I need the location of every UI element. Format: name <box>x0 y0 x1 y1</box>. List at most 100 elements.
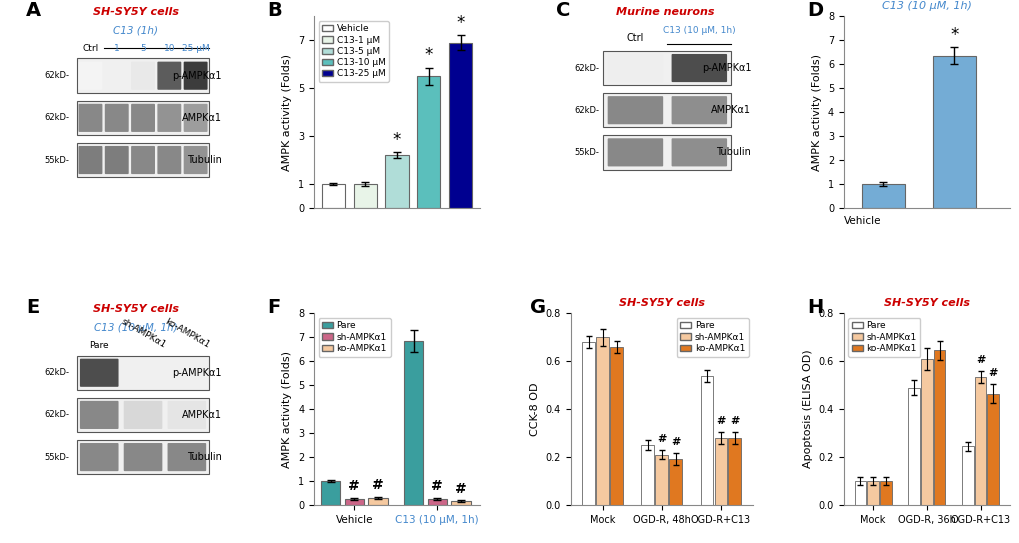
Bar <box>368 498 387 505</box>
Bar <box>866 481 878 505</box>
Text: Tubulin: Tubulin <box>186 155 221 165</box>
Text: 1: 1 <box>114 43 119 53</box>
FancyBboxPatch shape <box>78 62 102 90</box>
FancyBboxPatch shape <box>671 96 727 124</box>
FancyBboxPatch shape <box>131 146 155 174</box>
Text: #: # <box>372 478 383 492</box>
Bar <box>974 377 985 505</box>
Text: SH-SY5Y cells: SH-SY5Y cells <box>93 7 178 17</box>
Text: 55kD-: 55kD- <box>45 155 69 165</box>
Legend: Vehicle, C13-1 μM, C13-5 μM, C13-10 μM, C13-25 μM: Vehicle, C13-1 μM, C13-5 μM, C13-10 μM, … <box>318 21 388 82</box>
Text: G: G <box>530 298 546 317</box>
Y-axis label: Apoptosis (ELISA OD): Apoptosis (ELISA OD) <box>802 350 812 469</box>
FancyBboxPatch shape <box>77 100 209 135</box>
FancyBboxPatch shape <box>167 401 206 429</box>
FancyBboxPatch shape <box>183 104 208 132</box>
Bar <box>879 481 891 505</box>
Text: H: H <box>806 298 822 317</box>
Bar <box>417 76 440 208</box>
Text: ko-AMPKα1: ko-AMPKα1 <box>163 317 211 350</box>
FancyBboxPatch shape <box>603 51 731 85</box>
Text: #: # <box>975 355 984 365</box>
Text: sh-AMPKα1: sh-AMPKα1 <box>119 317 167 350</box>
Bar <box>961 446 973 505</box>
Text: Ctrl: Ctrl <box>626 33 643 43</box>
Text: 55kD-: 55kD- <box>574 148 598 157</box>
Text: 62kD-: 62kD- <box>574 106 599 115</box>
Legend: Pare, sh-AMPKα1, ko-AMPKα1: Pare, sh-AMPKα1, ko-AMPKα1 <box>676 318 748 357</box>
FancyBboxPatch shape <box>123 359 162 387</box>
Bar <box>907 388 919 505</box>
FancyBboxPatch shape <box>77 440 209 475</box>
Text: #: # <box>987 368 997 378</box>
Text: SH-SY5Y cells: SH-SY5Y cells <box>93 304 178 314</box>
Bar <box>385 155 408 208</box>
Y-axis label: AMPK activity (Folds): AMPK activity (Folds) <box>282 54 292 171</box>
Text: *: * <box>950 26 958 44</box>
Bar <box>596 337 608 505</box>
FancyBboxPatch shape <box>167 443 206 471</box>
Bar <box>986 394 998 505</box>
FancyBboxPatch shape <box>671 54 727 82</box>
FancyBboxPatch shape <box>157 62 181 90</box>
Text: 25 μM: 25 μM <box>181 43 209 53</box>
Y-axis label: CCK-8 OD: CCK-8 OD <box>530 382 539 436</box>
Text: Vehicle: Vehicle <box>843 216 880 225</box>
Bar <box>668 459 682 505</box>
Text: C13 (10 μM, 1h): C13 (10 μM, 1h) <box>94 323 177 333</box>
FancyBboxPatch shape <box>157 104 181 132</box>
Text: B: B <box>267 1 282 20</box>
Text: 62kD-: 62kD- <box>45 368 69 377</box>
Text: #: # <box>715 416 725 426</box>
FancyBboxPatch shape <box>607 54 662 82</box>
Text: #: # <box>671 438 680 447</box>
FancyBboxPatch shape <box>77 59 209 93</box>
FancyBboxPatch shape <box>79 401 118 429</box>
Bar <box>321 481 340 505</box>
Y-axis label: AMPK activity (Folds): AMPK activity (Folds) <box>811 54 821 171</box>
Text: A: A <box>26 1 42 20</box>
Text: #: # <box>656 434 666 444</box>
FancyBboxPatch shape <box>78 146 102 174</box>
Bar <box>609 347 623 505</box>
FancyBboxPatch shape <box>123 443 162 471</box>
Text: #: # <box>454 482 467 496</box>
Text: #: # <box>730 416 739 426</box>
FancyBboxPatch shape <box>77 143 209 177</box>
Text: *: * <box>457 14 465 32</box>
Text: Ctrl: Ctrl <box>83 43 99 53</box>
Bar <box>920 359 931 505</box>
Text: F: F <box>267 298 280 317</box>
FancyBboxPatch shape <box>77 397 209 432</box>
Text: Murine neurons: Murine neurons <box>615 7 714 17</box>
Text: *: * <box>392 131 400 149</box>
Text: C13 (10 μM, 1h): C13 (10 μM, 1h) <box>662 27 735 35</box>
Text: 62kD-: 62kD- <box>45 113 69 122</box>
FancyBboxPatch shape <box>167 359 206 387</box>
Text: D: D <box>806 1 822 20</box>
Bar <box>861 184 904 208</box>
Legend: Pare, sh-AMPKα1, ko-AMPKα1: Pare, sh-AMPKα1, ko-AMPKα1 <box>318 318 390 357</box>
Bar <box>321 184 344 208</box>
Text: #: # <box>348 479 360 493</box>
Text: C13 (10 μM, 1h): C13 (10 μM, 1h) <box>881 1 971 11</box>
Text: p-AMPKα1: p-AMPKα1 <box>172 368 221 378</box>
FancyBboxPatch shape <box>607 138 662 166</box>
Bar <box>404 341 423 505</box>
Bar <box>354 184 376 208</box>
FancyBboxPatch shape <box>603 135 731 169</box>
FancyBboxPatch shape <box>77 356 209 390</box>
Text: 5: 5 <box>140 43 146 53</box>
Bar <box>932 350 945 505</box>
FancyBboxPatch shape <box>131 104 155 132</box>
Bar <box>728 438 741 505</box>
Y-axis label: AMPK activity (Folds): AMPK activity (Folds) <box>282 351 292 468</box>
Text: Tubulin: Tubulin <box>715 147 751 157</box>
Text: Tubulin: Tubulin <box>186 452 221 462</box>
FancyBboxPatch shape <box>105 146 128 174</box>
Text: 62kD-: 62kD- <box>45 71 69 80</box>
Text: AMPKα1: AMPKα1 <box>181 410 221 420</box>
FancyBboxPatch shape <box>123 401 162 429</box>
FancyBboxPatch shape <box>79 443 118 471</box>
Bar <box>931 56 975 208</box>
